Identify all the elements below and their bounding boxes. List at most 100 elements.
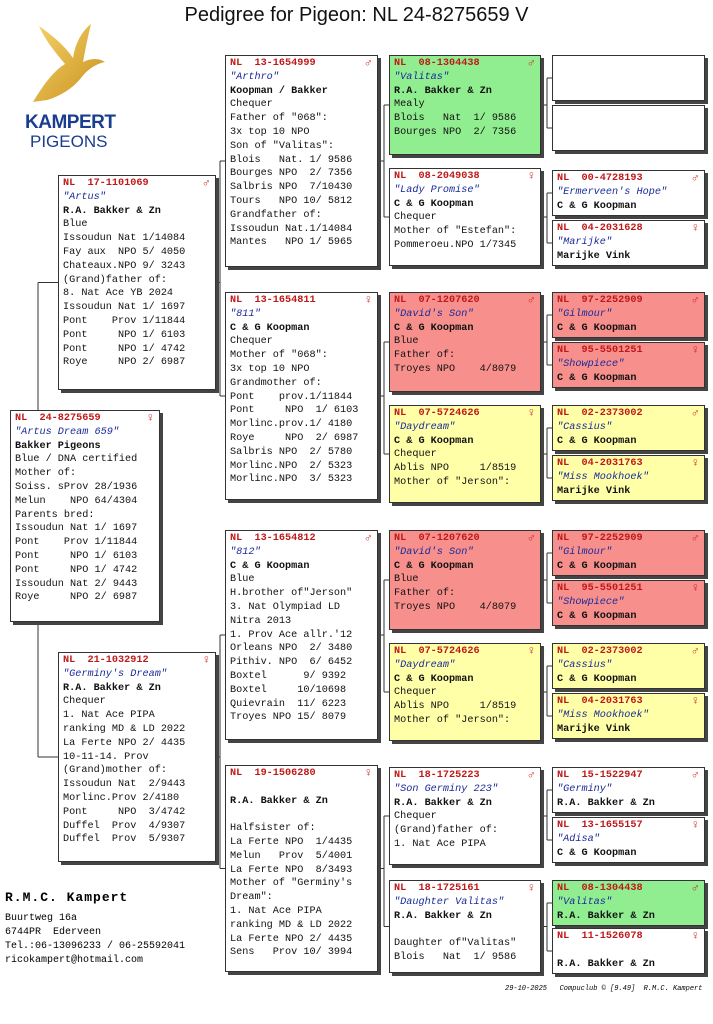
- info-line: Morlinc.Prov 2/4180: [63, 792, 180, 804]
- info-line: Blois Nat. 1/ 9586: [230, 154, 353, 166]
- pigeon-name: "Daydream": [394, 421, 456, 433]
- pigeon-card: NL 04-2031763 ♀ "Miss Mookhoek" Marijke Vin…: [552, 693, 705, 739]
- info-line: Troyes NPO 4/8079: [394, 363, 517, 375]
- info-line: Issoudun Nat 1/14084: [63, 233, 186, 245]
- pigeon-card: NL 00-4728193 ♂ "Ermerveen's Hope" C & G Ko…: [552, 170, 705, 216]
- ring-number: NL 17-1101069: [63, 178, 149, 189]
- info-line: Troyes NPO 4/8079: [394, 601, 517, 613]
- info-line: Chequer: [230, 99, 273, 111]
- info-line: Halfsister of:: [230, 823, 316, 835]
- info-line: Issoudun Nat 2/9443: [63, 779, 186, 791]
- owner: R.A. Bakker & Zn: [63, 682, 161, 694]
- address-line: Buurtweg 16a: [5, 913, 78, 924]
- info-line: Fay aux NPO 5/ 4050: [63, 246, 186, 258]
- pigeon-card: NL 11-1526078 ♀ R.A. Bakker & Zn: [552, 928, 705, 974]
- info-line: Chequer: [394, 811, 437, 823]
- pigeon-card: NL 19-1506280 ♀ R.A. Bakker & Zn Halfsister…: [225, 765, 378, 972]
- sex-symbol: ♂: [364, 56, 372, 70]
- info-line: Issoudun Nat 1/ 1697: [63, 302, 186, 314]
- pigeon-name: "811": [230, 308, 261, 320]
- info-line: Roye NPO 2/ 6987: [230, 432, 359, 444]
- info-line: 1. Nat Ace PIPA: [63, 710, 155, 722]
- info-line: Daughter of"Valitas": [394, 938, 517, 950]
- info-line: Mantes NPO 1/ 5965: [230, 237, 353, 249]
- sex-symbol: ♂: [691, 881, 699, 895]
- owner: R.A. Bakker & Zn: [557, 910, 655, 922]
- pigeon-card: NL 07-5724626 ♀ "Daydream" C & G Koopman Che…: [389, 643, 541, 741]
- sex-symbol: ♂: [691, 644, 699, 658]
- info-line: Blue: [230, 574, 255, 586]
- info-line: Blois Nat 1/ 9586: [394, 113, 517, 125]
- pigeon-card: NL 17-1101069 ♂ "Artus" R.A. Bakker & Zn Blu…: [58, 175, 216, 390]
- owner: R.A. Bakker & Zn: [394, 85, 492, 97]
- pigeon-card: NL 13-1654811 ♀ "811" C & G Koopman Chequer M…: [225, 292, 378, 500]
- info-line: Mother of:: [15, 468, 77, 480]
- pigeon-name: "Valitas": [557, 896, 613, 908]
- ring-number: NL 08-1304438: [557, 883, 643, 894]
- address-line: Tel.:06-13096233 / 06-25592041: [5, 941, 186, 952]
- info-line: Issoudun Nat 2/ 9443: [15, 578, 138, 590]
- info-line: Roye NPO 2/ 6987: [15, 592, 138, 604]
- owner: Marijke Vink: [557, 485, 631, 497]
- ring-number: NL 21-1032912: [63, 655, 149, 666]
- info-line: ranking MD & LD 2022: [230, 919, 353, 931]
- owner: C & G Koopman: [557, 847, 637, 859]
- breeder-name: R.M.C. Kampert: [5, 890, 129, 905]
- info-line: Boxtel 9/ 9392: [230, 670, 347, 682]
- sex-symbol: ♂: [527, 768, 535, 782]
- pigeon-name: "Son Germiny 223": [394, 783, 498, 795]
- pigeon-card: NL 08-1304438 ♂ "Valitas" R.A. Bakker & Zn: [552, 880, 705, 926]
- ring-number: NL 07-1207620: [394, 295, 480, 306]
- info-line: Chequer: [394, 687, 437, 699]
- ring-number: NL 02-2373002: [557, 646, 643, 657]
- info-line: Pont prov.1/11844: [230, 391, 353, 403]
- owner: R.A. Bakker & Zn: [63, 205, 161, 217]
- pigeon-name: "Cassius": [557, 421, 613, 433]
- ring-number: NL 04-2031628: [557, 223, 643, 234]
- empty-box: [552, 105, 705, 151]
- info-line: Grandmother of:: [230, 377, 322, 389]
- pigeon-name: "Miss Mookhoek": [557, 709, 649, 721]
- spacer: [557, 944, 700, 958]
- ring-number: NL 19-1506280: [230, 768, 316, 779]
- pigeon-name: "Cassius": [557, 659, 613, 671]
- pigeon-name: "Marijke": [557, 236, 613, 248]
- owner: C & G Koopman: [230, 560, 310, 572]
- empty-box: [552, 55, 705, 101]
- sex-symbol: ♂: [691, 293, 699, 307]
- info-line: Pommeroeu.NPO 1/7345: [394, 239, 517, 251]
- ring-number: NL 97-2252909: [557, 533, 643, 544]
- pigeon-name: "Artus": [63, 191, 106, 203]
- info-line: La Ferte NPO 1/4435: [230, 836, 353, 848]
- sex-symbol: ♂: [691, 768, 699, 782]
- sex-symbol: ♀: [364, 293, 372, 307]
- info-line: Pithiv. NPO 6/ 6452: [230, 657, 353, 669]
- owner: Koopman / Bakker: [230, 85, 328, 97]
- info-line: Duffel Prov 4/9307: [63, 820, 186, 832]
- info-line: Pont NPO 1/ 4742: [63, 343, 186, 355]
- info-line: Grandfather of:: [230, 209, 322, 221]
- ring-number: NL 13-1654812: [230, 533, 316, 544]
- info-line: Soiss. sProv 28/1936: [15, 481, 138, 493]
- sex-symbol: ♂: [691, 531, 699, 545]
- info-line: La Ferte NPO 8/3493: [230, 864, 353, 876]
- info-line: Ablis NPO 1/8519: [394, 701, 517, 713]
- owner: C & G Koopman: [557, 435, 637, 447]
- ring-number: NL 11-1526078: [557, 931, 643, 942]
- ring-number: NL 13-1654811: [230, 295, 316, 306]
- owner: R.A. Bakker & Zn: [557, 797, 655, 809]
- pigeon-name: "Miss Mookhoek": [557, 471, 649, 483]
- sex-symbol: ♀: [527, 881, 535, 895]
- owner: R.A. Bakker & Zn: [557, 958, 655, 970]
- owner: C & G Koopman: [394, 435, 474, 447]
- pigeon-card: NL 07-1207620 ♂ "David's Son" C & G Koopman…: [389, 292, 541, 392]
- pigeon-card: NL 18-1725223 ♂ "Son Germiny 223" R.A. Bakk…: [389, 767, 541, 865]
- sex-symbol: ♀: [146, 411, 154, 425]
- owner: C & G Koopman: [230, 322, 310, 334]
- info-line: 1. Nat Ace PIPA: [394, 838, 486, 850]
- pigeon-name: "Daughter Valitas": [394, 896, 505, 908]
- info-line: Blue: [63, 219, 88, 231]
- pigeon-card: NL 07-1207620 ♂ "David's Son" C & G Koopman…: [389, 530, 541, 630]
- info-line: Duffel Prov 5/9307: [63, 834, 186, 846]
